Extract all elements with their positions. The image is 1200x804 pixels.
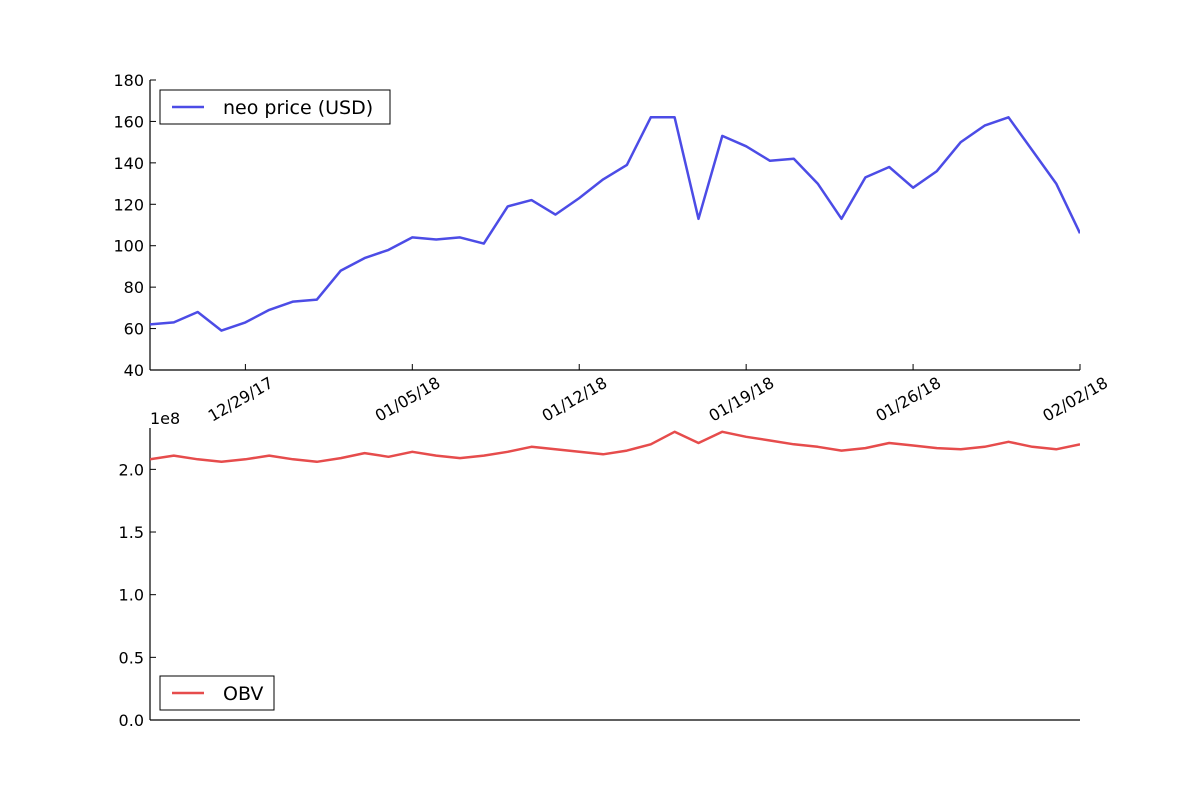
y-tick-label: 80 bbox=[124, 278, 144, 297]
y-scale-label: 1e8 bbox=[150, 409, 180, 428]
y-tick-label: 2.0 bbox=[119, 460, 144, 479]
legend: neo price (USD) bbox=[159, 89, 391, 125]
x-tick-label: 12/29/17 bbox=[205, 373, 277, 425]
y-tick-label: 180 bbox=[113, 71, 144, 90]
y-tick-label: 1.0 bbox=[119, 586, 144, 605]
y-tick-label: 60 bbox=[124, 320, 144, 339]
y-tick-label: 40 bbox=[124, 361, 144, 380]
x-tick-label: 01/05/18 bbox=[372, 373, 444, 425]
series-line-neo-price bbox=[150, 116, 1080, 332]
legend-label: OBV bbox=[223, 683, 263, 705]
x-tick-label: 01/12/18 bbox=[539, 373, 611, 425]
obv-panel: 0.0 0.5 1.0 1.5 2.0 1e8 OBV bbox=[119, 409, 1080, 730]
y-tick-label: 100 bbox=[113, 237, 144, 256]
y-tick-label: 1.5 bbox=[119, 523, 144, 542]
price-panel: 40 60 80 100 120 140 160 180 12/29/17 01/05/18 01/… bbox=[113, 71, 1111, 425]
x-tick-label: 01/19/18 bbox=[706, 373, 778, 425]
y-tick-label: 160 bbox=[113, 112, 144, 131]
y-tick-label: 120 bbox=[113, 195, 144, 214]
x-tick-label: 02/02/18 bbox=[1039, 373, 1111, 425]
series-line-obv bbox=[150, 430, 1080, 464]
legend-label: neo price (USD) bbox=[223, 97, 373, 119]
y-tick-label: 0.5 bbox=[119, 648, 144, 667]
y-tick-label: 0.0 bbox=[119, 711, 144, 730]
x-tick-label: 01/26/18 bbox=[872, 373, 944, 425]
y-tick-label: 140 bbox=[113, 154, 144, 173]
legend: OBV bbox=[159, 675, 275, 711]
